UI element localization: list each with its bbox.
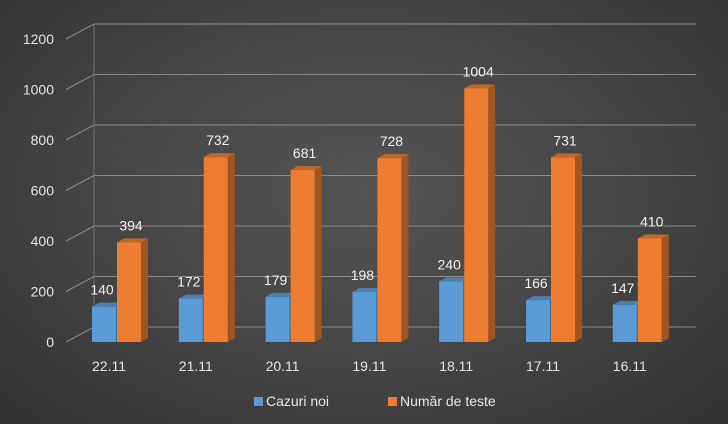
y-tick-label: 1000 — [23, 82, 54, 98]
data-label: 731 — [553, 132, 577, 148]
gridlines — [65, 23, 696, 343]
data-label: 410 — [640, 213, 664, 229]
legend-label: Număr de teste — [400, 393, 496, 409]
y-tick-label: 0 — [46, 334, 54, 350]
gridline — [65, 23, 696, 40]
bars — [92, 84, 669, 343]
y-tick-label: 1200 — [23, 31, 54, 47]
bar-numar-teste-21.11 — [203, 153, 235, 342]
bar-numar-teste-19.11 — [377, 154, 409, 342]
data-label: 198 — [351, 267, 375, 283]
data-label: 147 — [611, 280, 635, 296]
x-tick-label: 21.11 — [179, 358, 213, 374]
bar-numar-teste-16.11 — [637, 234, 669, 342]
bar-numar-teste-17.11 — [551, 153, 582, 342]
legend-swatch — [254, 397, 263, 406]
data-label: 728 — [380, 133, 404, 149]
gridline — [65, 74, 696, 90]
data-label: 140 — [90, 282, 114, 298]
data-label: 166 — [524, 275, 548, 291]
x-tick-label: 18.11 — [439, 358, 473, 374]
bar-numar-teste-18.11 — [464, 84, 496, 343]
data-label: 394 — [119, 218, 143, 234]
x-axis: 22.11 21.11 20.11 19.11 18.11 17.11 16.11 — [92, 358, 647, 374]
legend: Cazuri noi Număr de teste — [254, 393, 496, 409]
data-labels: 140 394 172 732 179 681 198 728 240 1004 166 731 147… — [90, 63, 663, 297]
x-tick-label: 20.11 — [266, 358, 300, 374]
legend-item-cazuri-noi: Cazuri noi — [254, 393, 329, 409]
x-tick-label: 17.11 — [526, 358, 560, 374]
data-label: 681 — [293, 145, 317, 161]
y-tick-label: 800 — [31, 132, 55, 148]
bar-numar-teste-20.11 — [290, 166, 322, 342]
x-tick-label: 22.11 — [92, 358, 126, 374]
y-tick-label: 600 — [31, 183, 55, 199]
x-tick-label: 16.11 — [613, 358, 647, 374]
legend-item-numar-teste: Număr de teste — [388, 393, 496, 409]
data-label: 1004 — [463, 63, 494, 79]
bar-numar-teste-22.11 — [117, 238, 148, 342]
data-label: 179 — [264, 272, 288, 288]
legend-label: Cazuri noi — [266, 393, 329, 409]
y-tick-label: 400 — [31, 233, 55, 249]
data-label: 240 — [438, 256, 462, 272]
data-label: 172 — [177, 274, 201, 290]
x-tick-label: 19.11 — [352, 358, 386, 374]
data-label: 732 — [206, 132, 230, 148]
y-tick-label: 200 — [31, 284, 55, 300]
legend-swatch — [388, 397, 397, 406]
y-axis: 0 200 400 600 800 1000 1200 — [23, 31, 54, 350]
